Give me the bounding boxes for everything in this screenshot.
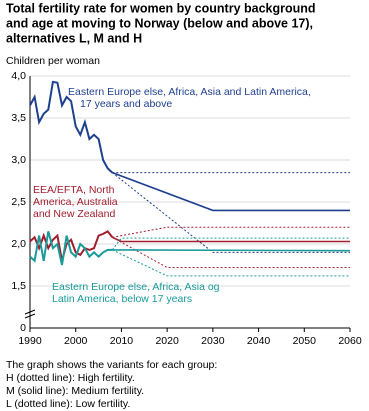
series-line: [111, 237, 350, 251]
annotation: Eastern Europe else, Africa, Asia og: [52, 281, 220, 293]
series-line: [112, 249, 351, 252]
footnote: The graph shows the variants for each gr…: [6, 359, 217, 371]
y-tick-label: 2,0: [11, 238, 26, 250]
y-tick-label: 0: [20, 322, 26, 334]
footnote: M (solid line): Medium fertility.: [6, 385, 144, 397]
x-tick-label: 2030: [201, 335, 225, 347]
series-line: [29, 231, 113, 266]
y-tick-label: 3,0: [11, 154, 26, 166]
axis-break: [24, 309, 36, 319]
x-tick-label: 1990: [18, 335, 42, 347]
x-tick-label: 2000: [64, 335, 88, 347]
series-line: [112, 249, 350, 277]
annotation: 17 years and above: [80, 98, 172, 110]
y-tick-label: 4,0: [11, 70, 26, 82]
annotation: Latin America, below 17 years: [52, 293, 192, 305]
series-line: [111, 172, 350, 253]
series-line: [112, 226, 350, 238]
footnote: H (dotted line): High fertility.: [6, 372, 135, 384]
x-tick-label: 2050: [293, 335, 317, 347]
annotation: and New Zealand: [33, 208, 115, 220]
series-line: [112, 236, 350, 268]
annotation: Eastern Europe else, Africa, Asia and La…: [68, 86, 311, 98]
series-line: [29, 80, 113, 174]
chart-title: Total fertility rate for women by countr…: [6, 1, 316, 15]
y-tick-label: 2,5: [11, 196, 26, 208]
series-line: [112, 171, 350, 212]
y-axis-label: Children per woman: [6, 55, 100, 67]
x-tick-label: 2020: [155, 335, 179, 347]
chart-title: and age at moving to Norway (below and a…: [6, 16, 313, 30]
footnote: L (dotted line): Low fertility.: [6, 398, 130, 410]
series-line: [29, 230, 114, 262]
chart-title: alternatives L, M and H: [6, 31, 142, 45]
x-tick-label: 2010: [110, 335, 134, 347]
annotation: America, Australia: [33, 196, 118, 208]
y-tick-label: 3,5: [11, 112, 26, 124]
x-tick-label: 2040: [247, 335, 271, 347]
x-tick-label: 2060: [338, 335, 362, 347]
series-line: [111, 236, 350, 243]
annotation: EEA/EFTA, North: [33, 184, 115, 196]
y-tick-label: 1,5: [11, 280, 26, 292]
